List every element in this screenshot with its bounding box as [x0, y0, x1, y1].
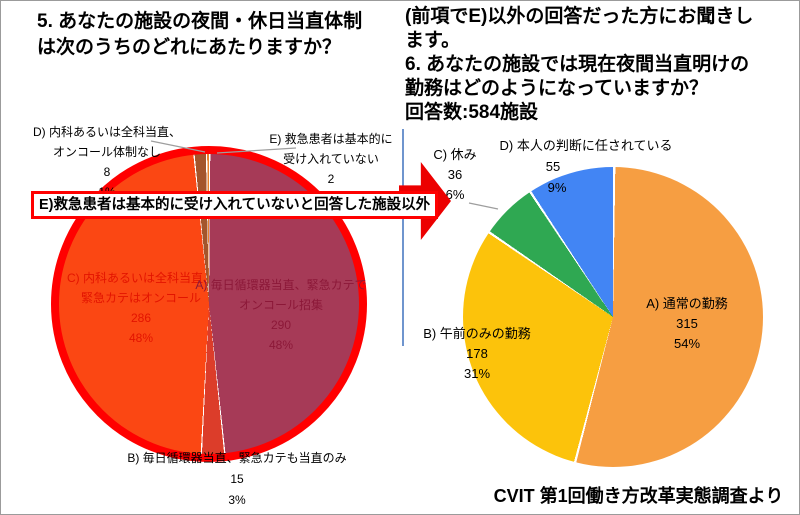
chart-border-line [402, 129, 404, 346]
q6-pie-chart [463, 167, 763, 467]
q6-slice-label-d-percent: 9% [547, 180, 567, 195]
source-caption: CVIT 第1回働き方改革実態調査より [493, 486, 784, 506]
red-circle-annotation [51, 146, 367, 462]
q6-slice-label-b: B) 午前のみの勤務 178 31% [423, 326, 531, 381]
q5-slice-label-d: D) 内科あるいは全科当直、 オンコール体制なし 8 1% [33, 125, 181, 199]
q6-slice-label-d-value: 55 [545, 159, 561, 174]
q5-slice-label-c: C) 内科あるいは全科当直、 緊急カテはオンコール 286 48% [67, 271, 215, 345]
q5-slice-label-b: B) 毎日循環器当直、緊急カテも当直のみ 15 3% [127, 451, 347, 507]
annotation-banner: E)救急患者は基本的に受け入れていないと回答した施設以外 [31, 191, 439, 219]
q6-slice-label-a: A) 通常の勤務 315 54% [646, 296, 728, 351]
question6-title: (前項でE)以外の回答だった方にお聞きし ます。 6. あなたの施設では現在夜間… [405, 6, 754, 123]
q6-slice-label-d-title: D) 本人の判断に任されている [499, 138, 673, 153]
q6-slice-label-c: C) 休み 36 6% [433, 147, 477, 202]
q5-slice-label-e: E) 救急患者は基本的に 受け入れていない 2 [269, 132, 393, 186]
question5-title: 5. あなたの施設の夜間・休日当直体制 は次のうちのどれにあたりますか？ [37, 11, 363, 58]
q5-slice-label-a: A) 毎日循環器当直、緊急カテで オンコール招集 290 48% [195, 278, 367, 352]
